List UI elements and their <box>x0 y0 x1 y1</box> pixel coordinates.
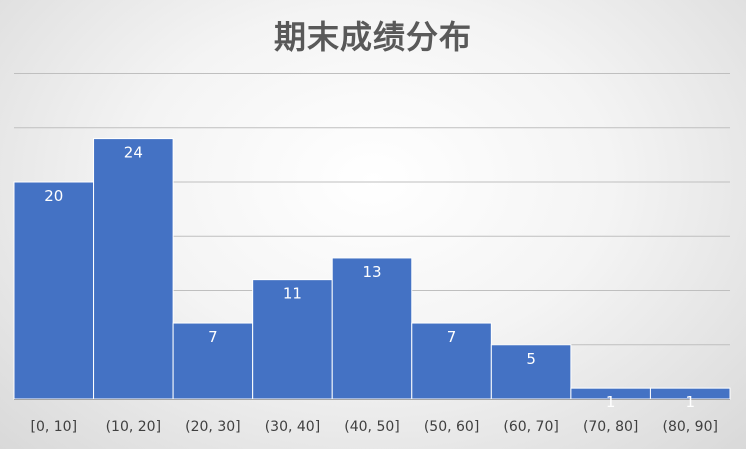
bar-5 <box>411 322 492 400</box>
x-tick-label-7: (70, 80] <box>583 419 638 435</box>
x-tick-label-5: (50, 60] <box>424 419 479 435</box>
data-label-3: 11 <box>283 285 302 303</box>
x-tick-label-4: (40, 50] <box>344 419 399 435</box>
data-label-4: 13 <box>362 263 381 281</box>
data-label-2: 7 <box>208 328 218 346</box>
x-tick-labels: [0, 10] (10, 20] (20, 30] (30, 40] (40, 50] (… <box>31 419 718 435</box>
x-tick-label-3: (30, 40] <box>265 419 320 435</box>
bar-6 <box>490 344 572 400</box>
data-label-5: 7 <box>447 328 457 346</box>
data-label-8: 1 <box>685 393 695 411</box>
data-label-7: 1 <box>606 393 616 411</box>
x-tick-label-1: (10, 20] <box>106 419 161 435</box>
data-label-0: 20 <box>44 187 63 205</box>
x-tick-label-6: (60, 70] <box>503 419 558 435</box>
data-label-1: 24 <box>124 144 143 162</box>
x-tick-label-2: (20, 30] <box>185 419 240 435</box>
bar-0 <box>13 181 95 400</box>
data-label-6: 5 <box>526 350 536 368</box>
chart-title: 期末成绩分布 <box>273 18 472 56</box>
x-tick-label-0: [0, 10] <box>31 419 78 435</box>
x-tick-label-8: (80, 90] <box>662 419 717 435</box>
bars <box>13 138 731 400</box>
bar-1 <box>93 138 174 400</box>
